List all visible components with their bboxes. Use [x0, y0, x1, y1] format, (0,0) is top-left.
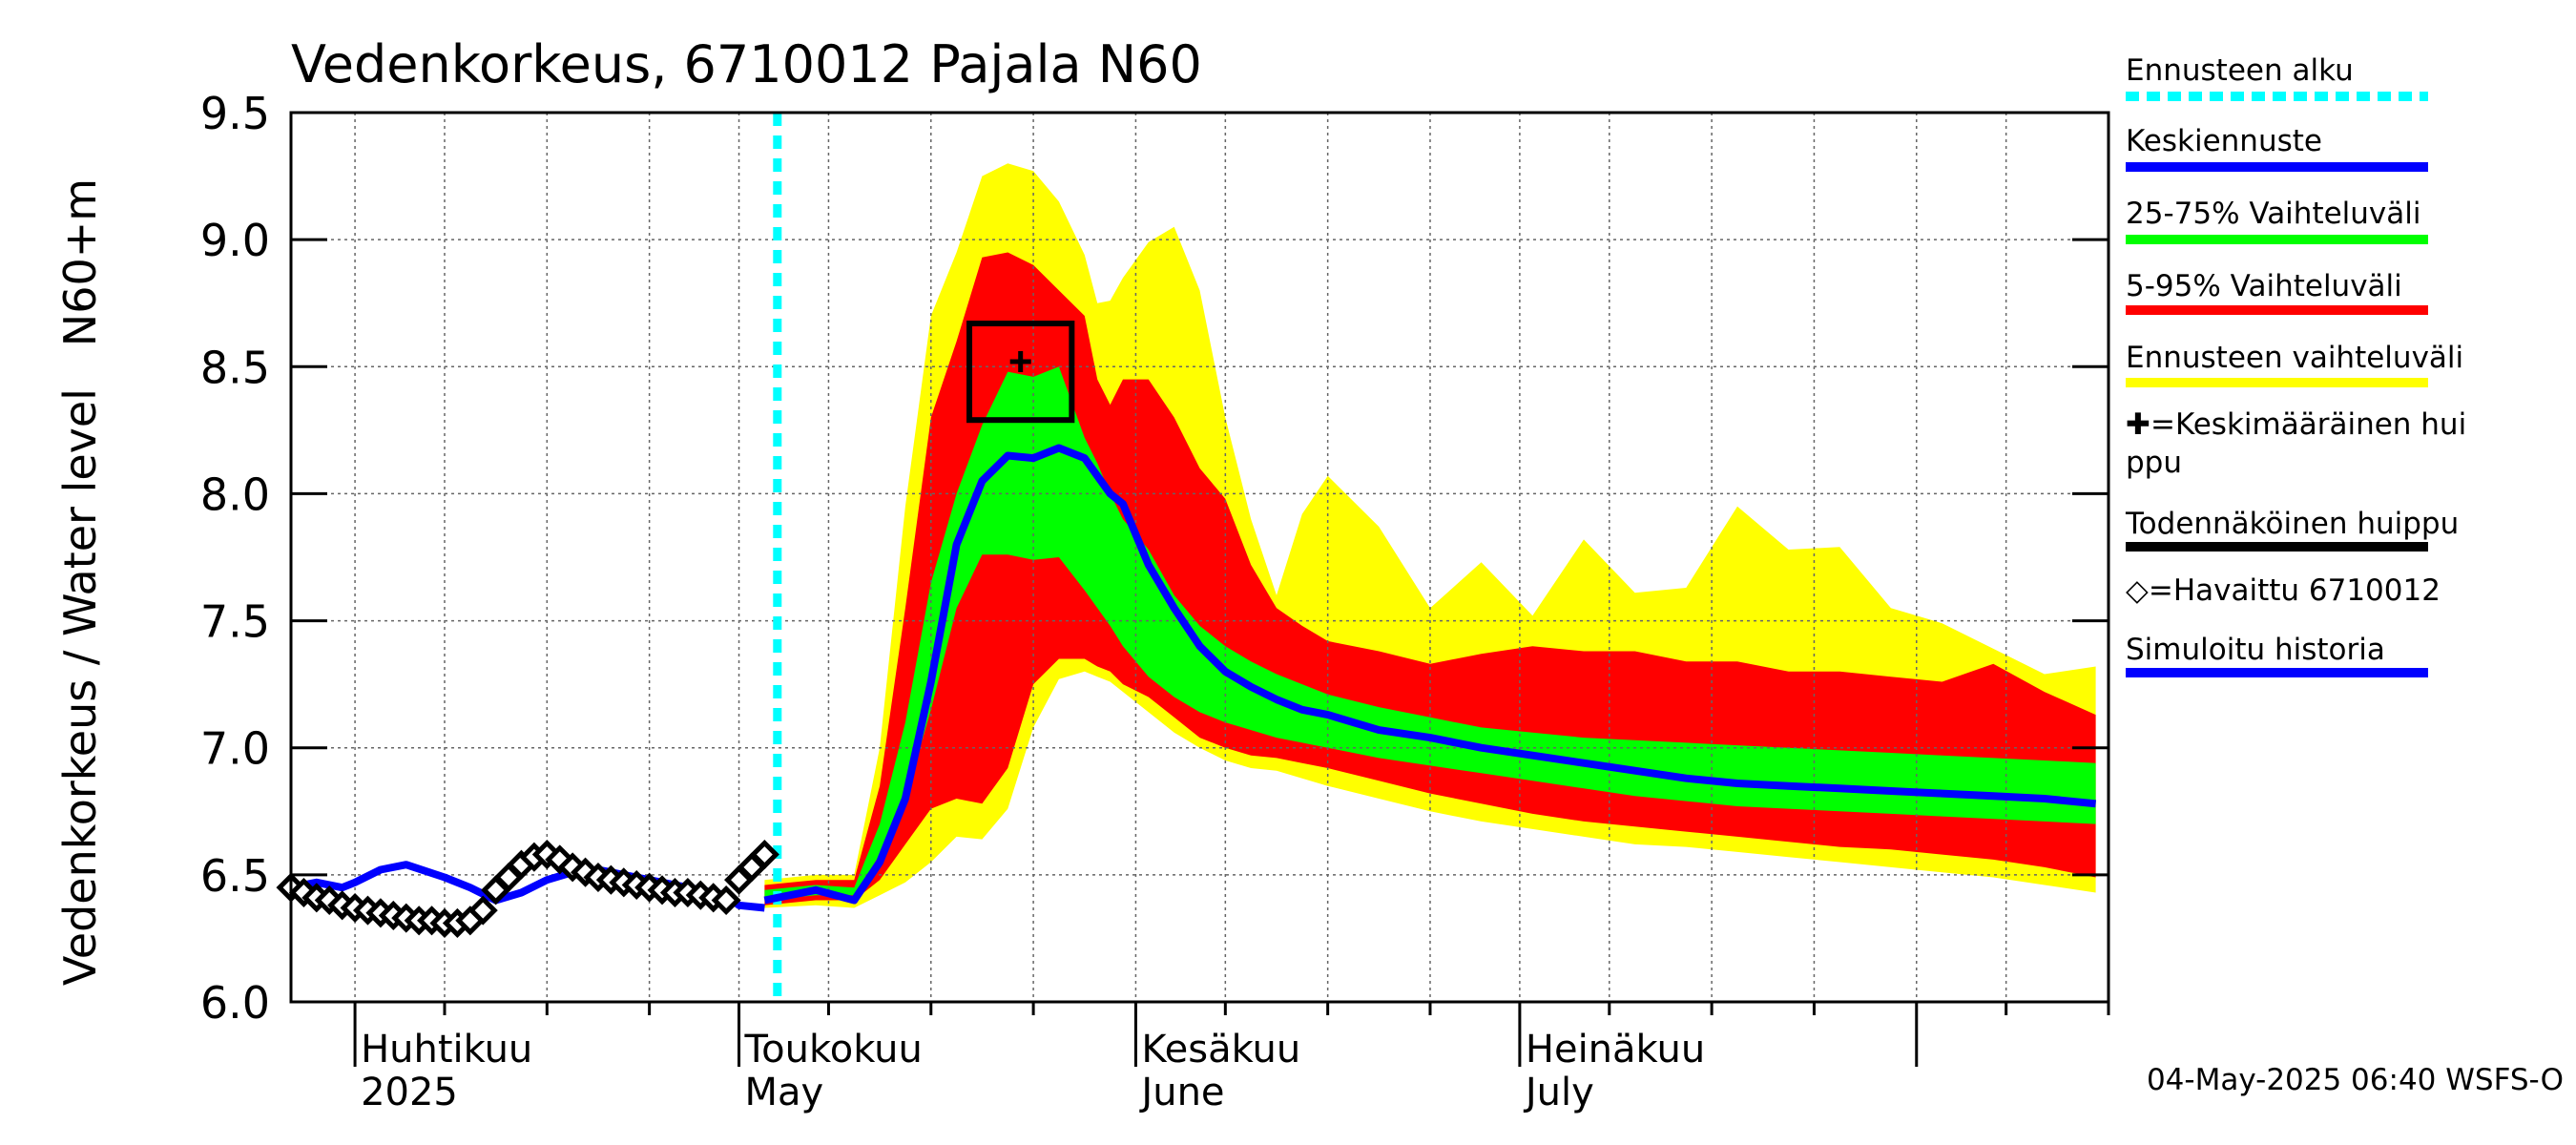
forecast-bands	[764, 163, 2096, 908]
month-sublabel: 2025	[361, 1071, 458, 1114]
median-forecast-line	[763, 444, 2096, 905]
legend-label: ✚=Keskimääräinen hui	[2126, 407, 2466, 442]
y-tick-label: 6.0	[200, 977, 270, 1029]
month-sublabel: May	[745, 1071, 824, 1114]
observed-points	[276, 840, 779, 938]
legend-label: Simuloitu historia	[2126, 633, 2385, 667]
y-axis-label: Vedenkorkeus / Water level N60+m	[54, 178, 106, 986]
y-tick-labels: 6.0 6.5 7.0 7.5 8.0 8.5 9.0 9.5	[200, 88, 270, 1029]
probable-peak-box	[966, 321, 1075, 424]
chart-title: Vedenkorkeus, 6710012 Pajala N60	[291, 34, 1202, 94]
legend: Ennusteen alku Keskiennuste 25-75% Vaihtel…	[2125, 53, 2466, 677]
legend-label: 5-95% Vaihteluväli	[2126, 269, 2402, 303]
y-tick-label: 7.5	[200, 596, 270, 648]
observed-point	[749, 840, 779, 870]
y-tick-label: 8.0	[200, 468, 270, 520]
legend-label: Todennäköinen huippu	[2125, 507, 2459, 541]
month-label: Toukokuu	[744, 1028, 923, 1072]
observed-point	[711, 885, 741, 916]
month-label: Heinäkuu	[1526, 1028, 1705, 1072]
y-tick-label: 7.0	[200, 723, 270, 775]
legend-label: ◇=Havaittu 6710012	[2126, 573, 2441, 608]
legend-label-cont: ppu	[2126, 446, 2182, 480]
y-tick-label: 6.5	[200, 850, 270, 902]
timestamp-label: 04-May-2025 06:40 WSFS-O	[2147, 1063, 2564, 1097]
observed-point	[467, 895, 498, 926]
mean-peak-marker	[1009, 350, 1031, 372]
month-sublabel: July	[1523, 1071, 1594, 1114]
axis-ticks	[291, 111, 2110, 1067]
plot-frame	[289, 111, 2110, 1004]
legend-label: Keskiennuste	[2126, 124, 2322, 158]
legend-label: Ennusteen alku	[2126, 53, 2354, 88]
plot-area	[276, 111, 2110, 1067]
band-25-75	[764, 366, 2096, 901]
legend-label: 25-75% Vaihteluväli	[2126, 197, 2421, 231]
y-tick-label: 9.5	[200, 88, 270, 139]
month-sublabel: June	[1138, 1071, 1224, 1114]
month-label: Kesäkuu	[1141, 1028, 1300, 1072]
y-tick-label: 9.0	[200, 215, 270, 266]
month-label: Huhtikuu	[361, 1028, 532, 1072]
y-tick-label: 8.5	[200, 342, 270, 393]
legend-label: Ennusteen vaihteluväli	[2126, 341, 2463, 375]
band-5-95	[764, 252, 2096, 906]
